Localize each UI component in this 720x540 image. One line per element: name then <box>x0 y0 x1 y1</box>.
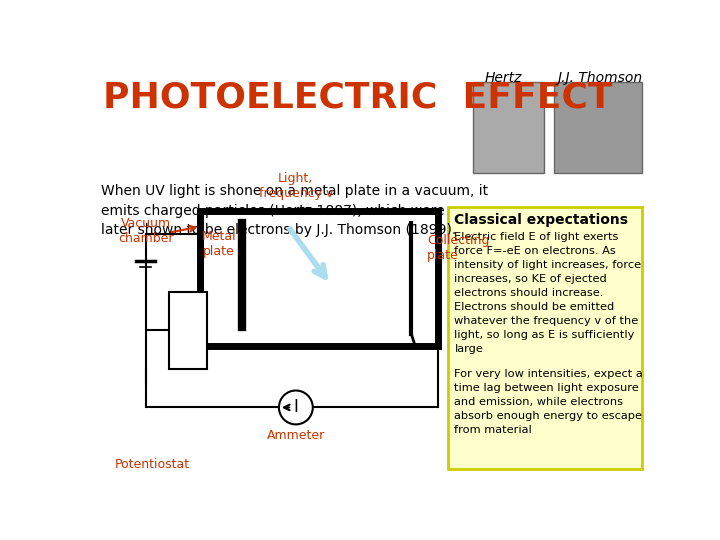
FancyBboxPatch shape <box>449 207 642 469</box>
Text: Light,
frequency v: Light, frequency v <box>258 172 333 200</box>
Bar <box>168 292 207 369</box>
Text: Electric field E of light exerts
force F=-eE on electrons. As
intensity of light: Electric field E of light exerts force F… <box>454 232 642 354</box>
Text: Hertz: Hertz <box>485 71 522 85</box>
Text: Vacuum
chamber: Vacuum chamber <box>118 217 174 245</box>
Text: PHOTOELECTRIC  EFFECT: PHOTOELECTRIC EFFECT <box>104 80 613 114</box>
Text: I: I <box>294 399 298 416</box>
Bar <box>554 82 642 173</box>
Text: Collecting
plate: Collecting plate <box>427 234 489 262</box>
Text: When UV light is shone on a metal plate in a vacuum, it
emits charged particles : When UV light is shone on a metal plate … <box>101 184 488 237</box>
Text: Classical expectations: Classical expectations <box>454 213 629 227</box>
Text: Metal
plate: Metal plate <box>202 231 236 258</box>
Text: J.J. Thomson: J.J. Thomson <box>558 71 643 85</box>
Bar <box>199 211 438 346</box>
Text: Ammeter: Ammeter <box>266 429 325 442</box>
Circle shape <box>279 390 312 424</box>
Bar <box>473 82 544 173</box>
Text: Potentiostat: Potentiostat <box>115 457 190 470</box>
Text: For very low intensities, expect a
time lag between light exposure
and emission,: For very low intensities, expect a time … <box>454 369 643 435</box>
